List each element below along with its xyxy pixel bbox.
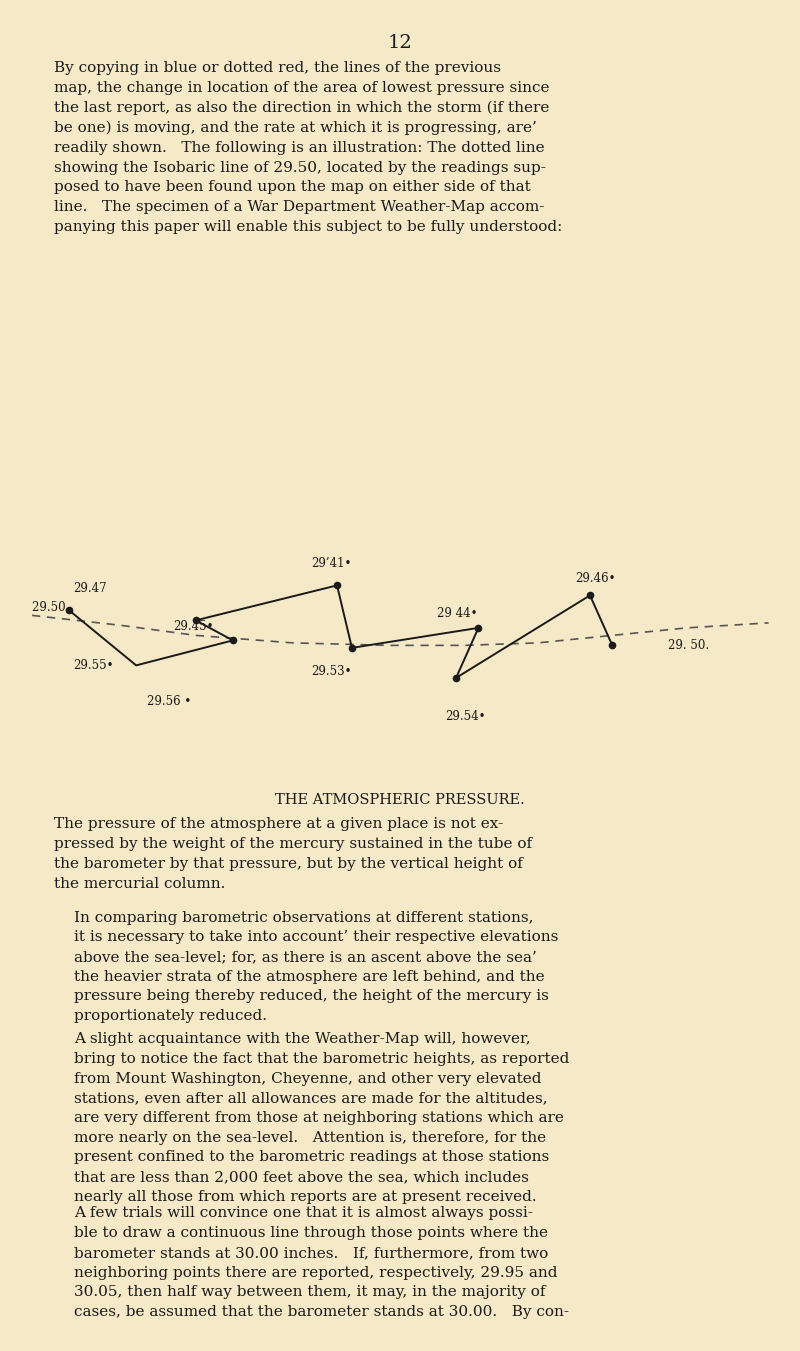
Text: THE ATMOSPHERIC PRESSURE.: THE ATMOSPHERIC PRESSURE.	[275, 793, 525, 807]
Text: The pressure of the atmosphere at a given place is not ex-
pressed by the weight: The pressure of the atmosphere at a give…	[54, 817, 533, 890]
Text: 29.50 .: 29.50 .	[32, 601, 73, 615]
Text: 29 44•: 29 44•	[438, 608, 478, 620]
Text: 29.46•: 29.46•	[575, 573, 616, 585]
Text: A slight acquaintance with the Weather-Map will, however,
bring to notice the fa: A slight acquaintance with the Weather-M…	[74, 1032, 569, 1204]
Text: 29. 50.: 29. 50.	[668, 639, 710, 653]
Text: 29.47: 29.47	[73, 582, 106, 596]
Text: A few trials will convince one that it is almost always possi-
ble to draw a con: A few trials will convince one that it i…	[74, 1206, 569, 1319]
Text: 29.56 •: 29.56 •	[147, 696, 191, 708]
Text: 12: 12	[388, 34, 412, 51]
Text: By copying in blue or dotted red, the lines of the previous
map, the change in l: By copying in blue or dotted red, the li…	[54, 61, 562, 234]
Text: In comparing barometric observations at different stations,
it is necessary to t: In comparing barometric observations at …	[74, 911, 558, 1023]
Text: 29.54•: 29.54•	[445, 711, 486, 723]
Text: 29’41•: 29’41•	[311, 558, 351, 570]
Text: 29.45•: 29.45•	[174, 620, 214, 632]
Text: 29.53•: 29.53•	[311, 666, 351, 678]
Text: 29.55•: 29.55•	[73, 659, 114, 671]
